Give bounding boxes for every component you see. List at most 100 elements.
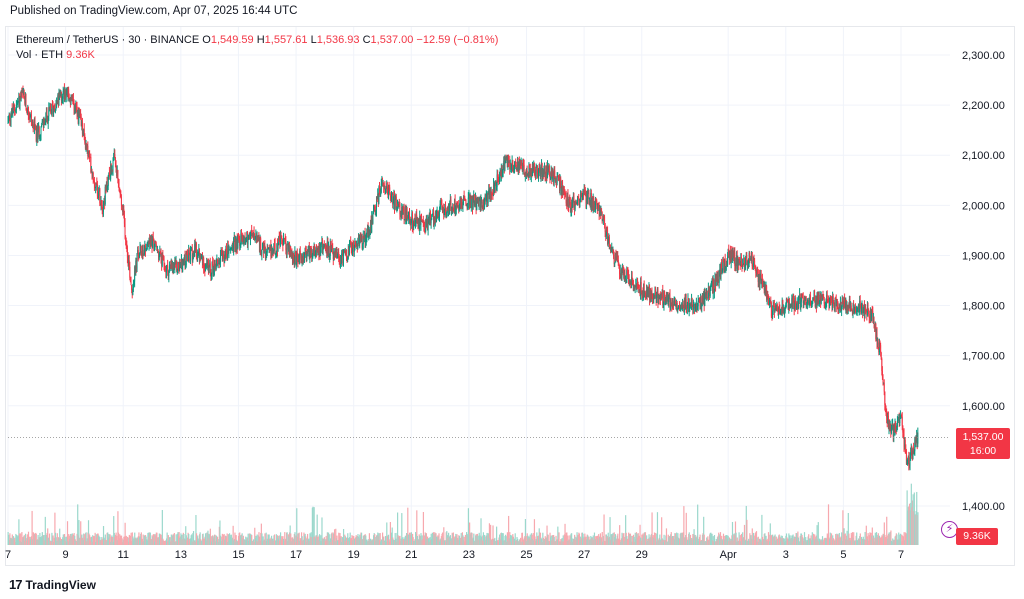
volume-bar [673,539,675,545]
volume-bar [597,538,599,545]
volume-bar [845,535,848,545]
volume-bar [179,536,181,545]
candle-body [455,209,457,212]
candle-body [703,292,705,306]
candle-body [724,259,726,269]
volume-bar [909,510,911,545]
volume-bar [361,539,363,545]
candle-body [222,254,224,256]
candle-body [354,241,356,243]
candle-body [917,432,919,444]
volume-bar [311,507,313,545]
candle-body [78,111,80,124]
volume-bar [737,540,740,545]
volume-bar [282,538,285,545]
candle-body [252,234,254,237]
candle-body [891,425,893,428]
volume-bar [371,539,373,545]
volume-bar [799,536,801,545]
candle-body [647,288,649,295]
candle-body [231,243,233,248]
candle-body [117,170,119,179]
candle-body [573,195,575,207]
candle-body [86,144,88,150]
volume-bar [171,535,174,545]
volume-bar [797,531,799,545]
volume-bar [596,535,599,545]
candle-body [566,192,568,205]
candle-body [8,114,10,117]
volume-bar [893,539,895,545]
candle-body [378,187,380,204]
candle-body [788,302,790,309]
candle-body [453,211,455,213]
volume-bar [784,538,786,545]
candle-body [655,289,657,295]
volume-bar [752,539,754,545]
y-tick-label: 2,000.00 [962,200,1005,212]
candle-body [327,241,329,253]
candle-body [679,305,681,309]
candle-body [626,270,628,272]
volume-bar [114,534,117,545]
volume-bar [149,532,151,545]
volume-bar [493,538,495,545]
volume-bar [209,528,211,545]
volume-bar [872,535,875,545]
candle-body [582,192,584,196]
volume-bar [689,534,692,545]
volume-bar [56,533,58,545]
candle-body [844,302,846,309]
candle-body [598,205,600,215]
candle-body [343,249,345,251]
volume-bar [691,539,693,545]
candle-body [553,175,555,182]
candle-body [124,223,126,238]
candle-body [113,156,115,159]
candle-body [673,304,675,306]
volume-bar [129,539,132,545]
volume-bar [493,539,495,545]
candle-body [202,257,204,263]
candle-body [508,161,510,163]
candle-body [351,248,353,253]
volume-bar [692,534,694,545]
symbol-label[interactable]: Ethereum / TetherUS · 30 · BINANCE [16,34,200,46]
candle-body [187,260,189,262]
candle-body [168,270,170,277]
volume-bar [432,536,434,545]
candle-body [303,253,305,259]
volume-bar [92,535,94,545]
tradingview-footer[interactable]: 17 TradingView [9,577,96,592]
candle-body [601,209,603,212]
volume-bar [634,541,636,545]
volume-bar [902,540,904,545]
candle-body [527,174,529,176]
candle-body [333,252,335,255]
candle-body [79,113,81,116]
volume-bar [788,533,790,545]
candle-body [827,300,829,302]
candle-body [886,413,888,418]
volume-bar [878,536,880,545]
volume-bar [642,533,644,545]
volume-bar [507,541,509,545]
candle-body [398,201,400,207]
candle-body [906,463,908,465]
candle-body [677,306,679,310]
volume-bar [143,535,145,545]
volume-bar [474,540,476,545]
volume-bar [346,537,348,545]
candle-body [495,181,497,188]
volume-bar [231,537,234,545]
volume-bar [648,534,650,545]
candle-body [183,254,185,261]
volume-bar [83,534,85,545]
candle-body [532,163,534,173]
volume-label[interactable]: Vol · ETH [16,49,64,61]
candle-body [460,198,462,209]
candle-body [593,204,595,210]
candle-body [748,252,750,262]
candle-body [140,246,142,248]
